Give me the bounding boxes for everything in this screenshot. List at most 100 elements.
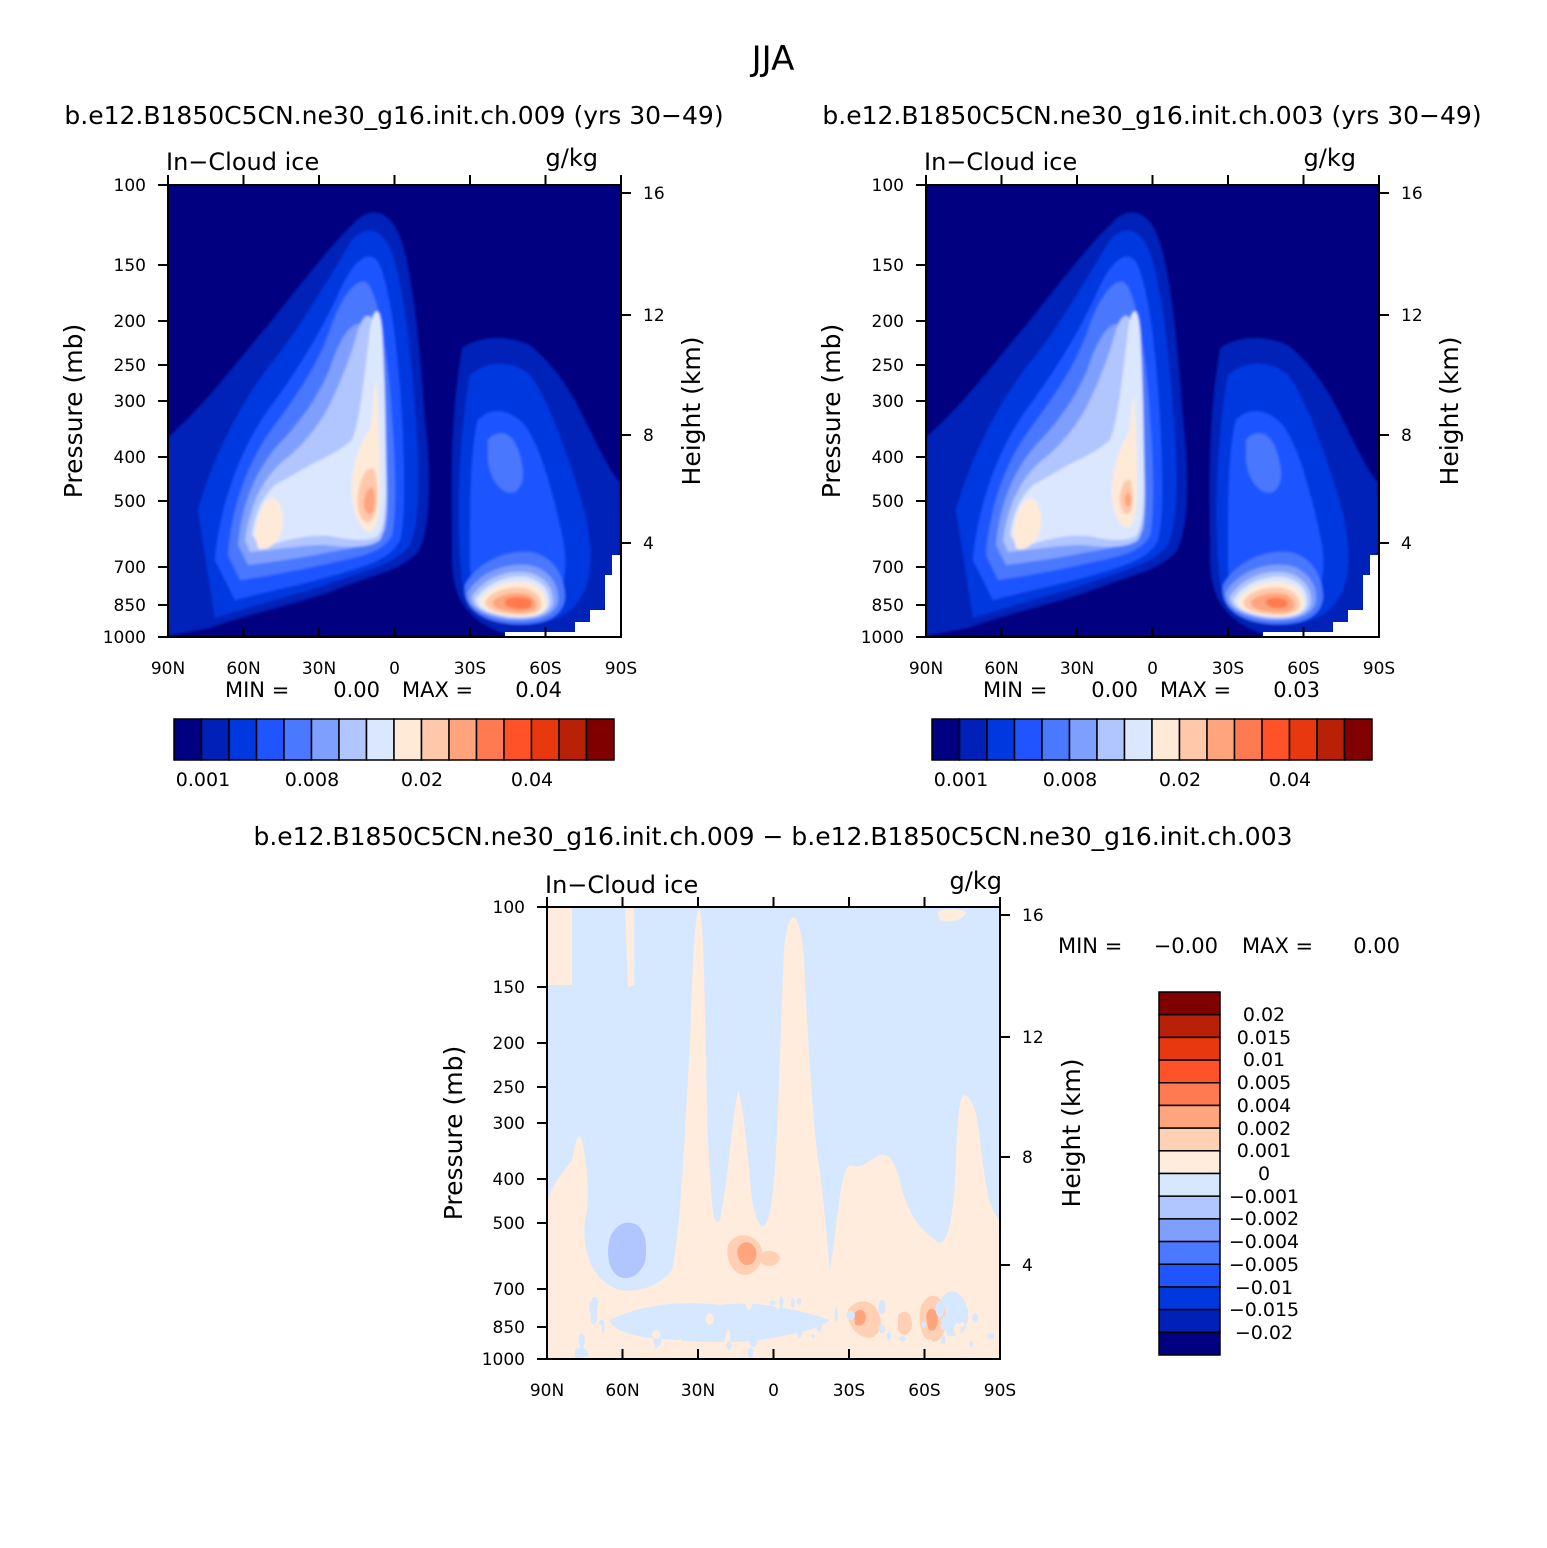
contour-level-8 xyxy=(1013,498,1041,550)
colorbar-labels: 0.02 0.015 0.01 0.005 0.004 0.002 0.001 … xyxy=(1229,1004,1299,1344)
colorbar-swatch xyxy=(173,718,203,761)
speckle-patch xyxy=(578,1333,585,1349)
x-tick-label: 90N xyxy=(530,1381,564,1401)
colorbar-swatch xyxy=(1158,1331,1221,1356)
colorbar-label: 0.02 xyxy=(401,769,443,791)
units-label: g/kg xyxy=(546,144,598,172)
y-tick-label: 400 xyxy=(114,448,146,468)
speckle-patch xyxy=(745,1298,752,1311)
contour-level-8 xyxy=(255,498,283,550)
panel-title: b.e12.B1850C5CN.ne30_g16.init.ch.009 (yr… xyxy=(64,101,723,130)
colorbar-label: 0.001 xyxy=(176,769,230,791)
y2-tick-label: 4 xyxy=(1401,534,1412,554)
speckle-patch xyxy=(619,1331,627,1347)
colorbar-labels: 0.001 0.008 0.02 0.04 xyxy=(934,769,1311,791)
max-label: MAX = xyxy=(402,678,473,702)
contour-level-11 xyxy=(505,596,533,610)
colorbar-label: 0.04 xyxy=(511,769,553,791)
x-tick-label: 90S xyxy=(984,1381,1016,1401)
units-label: g/kg xyxy=(950,867,1002,895)
colorbar-swatch xyxy=(1178,718,1208,761)
speckle-patch xyxy=(834,1307,838,1323)
y2-tick-label: 4 xyxy=(643,534,654,554)
contour-field xyxy=(926,185,1379,637)
colorbar-swatch xyxy=(1158,1308,1221,1334)
y-tick-label: 150 xyxy=(493,978,525,998)
min-label: MIN = xyxy=(983,678,1047,702)
colorbar-label: 0.002 xyxy=(1237,1118,1291,1140)
colorbar-swatch xyxy=(310,718,340,761)
max-value: 0.04 xyxy=(515,678,562,702)
speckle-patch xyxy=(958,1322,965,1328)
panel-case-003: b.e12.B1850C5CN.ne30_g16.init.ch.003 (yr… xyxy=(817,101,1482,791)
speckle-patch xyxy=(846,1310,856,1321)
y2-axis-label: Height (km) xyxy=(677,337,706,486)
speckle-patch xyxy=(749,1334,758,1347)
y2-axis-label: Height (km) xyxy=(1057,1059,1086,1208)
speckle-patch xyxy=(954,1323,961,1337)
speckle-patch xyxy=(747,1347,754,1358)
speckle-patch xyxy=(921,1321,927,1329)
speckle-patch xyxy=(987,1320,995,1330)
positive-region xyxy=(547,909,1000,1359)
negative-island xyxy=(575,1347,589,1359)
speckle-patch xyxy=(969,1340,973,1348)
x-tick-labels: 90N 60N 30N 0 30S 60S 90S xyxy=(151,659,637,679)
y2-tick-label: 4 xyxy=(1022,1256,1033,1276)
y2-tick-label: 12 xyxy=(1022,1028,1044,1048)
y2-tick-labels: 16 12 8 4 xyxy=(643,184,665,554)
colorbar-label: −0.02 xyxy=(1235,1322,1293,1344)
y-tick-label: 200 xyxy=(114,312,146,332)
terrain-mask xyxy=(1263,555,1379,637)
colorbar-swatch xyxy=(393,718,423,761)
min-label: MIN = xyxy=(225,678,289,702)
colorbar-label: −0.01 xyxy=(1235,1277,1293,1299)
y2-tick-label: 12 xyxy=(643,306,665,326)
y-tick-label: 500 xyxy=(493,1214,525,1234)
speckle-patch xyxy=(878,1300,886,1315)
speckle-patch xyxy=(662,1319,668,1325)
colorbar-swatch xyxy=(503,718,533,761)
colorbar-swatch xyxy=(1158,1172,1221,1197)
max-value: 0.00 xyxy=(1353,934,1400,958)
colorbar-swatch xyxy=(200,718,230,761)
speckle-patch xyxy=(878,1324,886,1334)
positive-region-strong xyxy=(854,1309,866,1326)
colorbar-label: −0.015 xyxy=(1229,1299,1299,1321)
speckle-patch xyxy=(924,1339,933,1344)
colorbar-swatch xyxy=(958,718,988,761)
y-tick-label: 300 xyxy=(872,392,904,412)
variable-label: In−Cloud ice xyxy=(166,148,319,176)
speckle-patch xyxy=(590,1309,598,1325)
x-tick-label: 60N xyxy=(605,1381,639,1401)
positive-region xyxy=(625,907,634,987)
y-tick-label: 1000 xyxy=(103,628,146,648)
colorbar-swatch xyxy=(1233,718,1263,761)
y-tick-label: 100 xyxy=(872,176,904,196)
colorbar-swatch xyxy=(448,718,478,761)
x-tick-label: 60S xyxy=(908,1381,940,1401)
y-axis-label: Pressure (mb) xyxy=(817,324,846,498)
colorbar-label: 0.02 xyxy=(1159,769,1201,791)
speckle-patch xyxy=(674,1314,682,1324)
x-tick-label: 0 xyxy=(389,659,400,679)
y-tick-label: 250 xyxy=(114,356,146,376)
y-tick-label: 300 xyxy=(493,1114,525,1134)
colorbar-swatch xyxy=(1288,718,1318,761)
speckle-patch xyxy=(625,1295,630,1305)
y-tick-label: 850 xyxy=(872,596,904,616)
contour-field xyxy=(547,907,1000,1359)
y-axis-label: Pressure (mb) xyxy=(439,1046,468,1220)
y2-tick-label: 8 xyxy=(1022,1148,1033,1168)
contour-level-11 xyxy=(1266,597,1288,608)
colorbar-swatch xyxy=(1158,1263,1221,1288)
x-tick-label: 30S xyxy=(1212,659,1244,679)
colorbar-label: 0.005 xyxy=(1237,1072,1291,1094)
colorbar-swatch xyxy=(255,718,285,761)
colorbar-swatch xyxy=(338,718,368,761)
y-tick-labels: 100 150 200 250 300 400 500 700 850 1000 xyxy=(482,898,525,1370)
colorbar-label: 0.008 xyxy=(1043,769,1097,791)
colorbar-label: −0.005 xyxy=(1229,1254,1299,1276)
x-tick-label: 30N xyxy=(302,659,336,679)
y2-tick-label: 16 xyxy=(643,184,665,204)
